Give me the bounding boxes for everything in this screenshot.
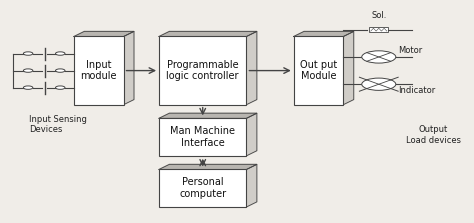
- FancyBboxPatch shape: [159, 118, 246, 156]
- Text: Input
module: Input module: [81, 60, 117, 81]
- Polygon shape: [74, 31, 134, 37]
- Polygon shape: [246, 113, 257, 156]
- Circle shape: [23, 52, 33, 55]
- FancyBboxPatch shape: [294, 37, 343, 105]
- Text: Man Machine
Interface: Man Machine Interface: [170, 126, 235, 148]
- Polygon shape: [294, 31, 354, 37]
- Circle shape: [23, 86, 33, 89]
- Text: Out put
Module: Out put Module: [300, 60, 337, 81]
- Text: Sol.: Sol.: [371, 11, 386, 20]
- Text: Personal
computer: Personal computer: [179, 178, 226, 199]
- Circle shape: [55, 69, 65, 72]
- Circle shape: [362, 51, 396, 63]
- Polygon shape: [159, 31, 257, 37]
- Polygon shape: [124, 31, 134, 105]
- FancyBboxPatch shape: [74, 37, 124, 105]
- Polygon shape: [343, 31, 354, 105]
- Text: Output
Load devices: Output Load devices: [406, 125, 461, 145]
- Circle shape: [23, 69, 33, 72]
- Text: Indicator: Indicator: [398, 86, 436, 95]
- Polygon shape: [246, 31, 257, 105]
- Circle shape: [362, 78, 396, 90]
- Text: Motor: Motor: [398, 46, 422, 55]
- Text: Programmable
logic controller: Programmable logic controller: [166, 60, 239, 81]
- Polygon shape: [246, 164, 257, 207]
- FancyBboxPatch shape: [159, 37, 246, 105]
- Polygon shape: [159, 164, 257, 169]
- Circle shape: [55, 52, 65, 55]
- FancyBboxPatch shape: [369, 27, 388, 32]
- FancyBboxPatch shape: [159, 169, 246, 207]
- Text: Input Sensing
Devices: Input Sensing Devices: [29, 115, 87, 134]
- Polygon shape: [159, 113, 257, 118]
- Circle shape: [55, 86, 65, 89]
